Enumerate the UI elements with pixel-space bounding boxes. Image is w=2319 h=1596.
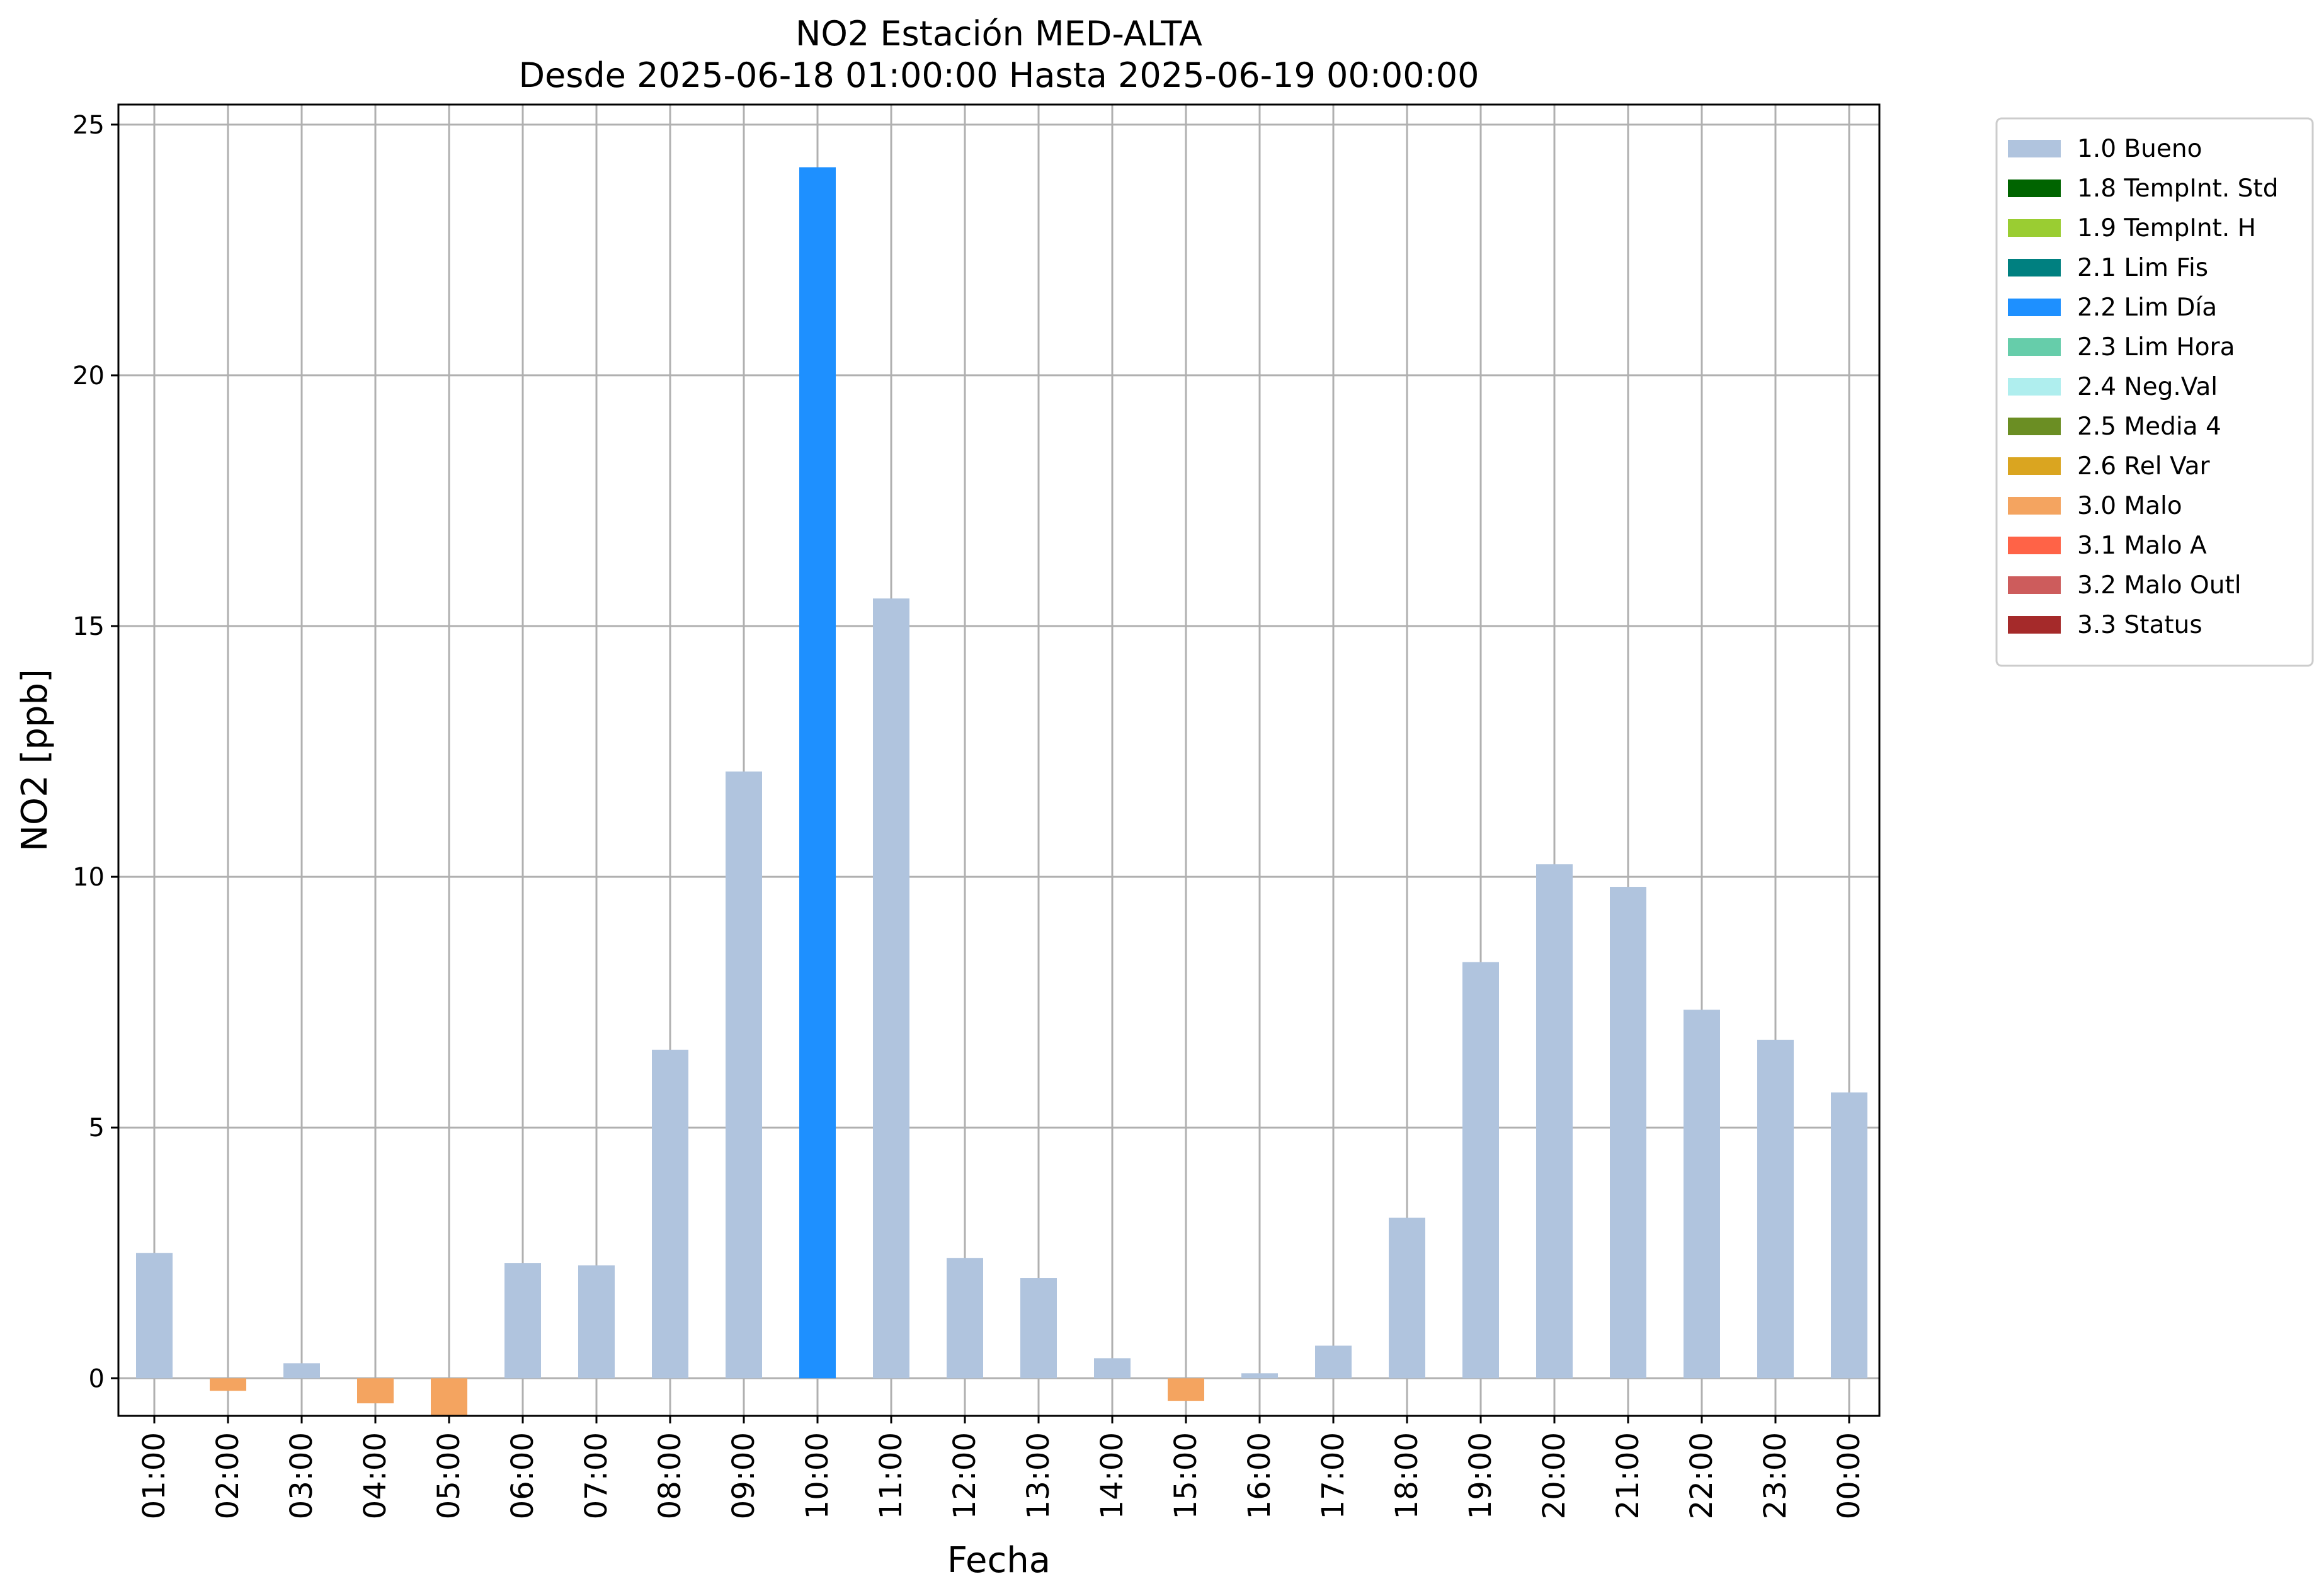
y-tick-label: 10 — [72, 863, 105, 892]
bar — [1094, 1358, 1131, 1379]
legend-item-label: 2.6 Rel Var — [2077, 452, 2211, 481]
legend-swatch — [2008, 378, 2061, 396]
legend-item-label: 3.3 Status — [2077, 611, 2202, 639]
x-tick-label: 12:00 — [947, 1432, 983, 1519]
legend-swatch — [2008, 338, 2061, 356]
legend-swatch — [2008, 576, 2061, 594]
x-tick-label: 05:00 — [431, 1432, 467, 1519]
bar — [210, 1378, 246, 1391]
legend-item-label: 2.4 Neg.Val — [2077, 373, 2218, 401]
x-axis-label: Fecha — [947, 1540, 1051, 1581]
x-tick-label: 06:00 — [505, 1432, 540, 1519]
bar — [504, 1263, 541, 1379]
bar — [1020, 1278, 1057, 1379]
bar — [947, 1258, 983, 1379]
legend: 1.0 Bueno 1.8 TempInt. Std 1.9 TempInt. H 2… — [1995, 117, 2314, 667]
legend-swatch — [2008, 259, 2061, 276]
x-tick-label: 00:00 — [1832, 1432, 1867, 1519]
bar — [1462, 962, 1499, 1379]
bar — [799, 167, 836, 1379]
legend-swatch — [2008, 140, 2061, 157]
bar — [578, 1265, 615, 1379]
x-tick-label: 04:00 — [358, 1432, 393, 1519]
x-tick-label: 02:00 — [210, 1432, 246, 1519]
x-tick-label: 08:00 — [652, 1432, 688, 1519]
bar — [1168, 1378, 1204, 1401]
x-tick-label: 23:00 — [1758, 1432, 1793, 1519]
legend-swatch — [2008, 180, 2061, 197]
legend-swatch — [2008, 299, 2061, 316]
x-tick-label: 22:00 — [1684, 1432, 1719, 1519]
legend-swatch — [2008, 418, 2061, 435]
bar — [873, 598, 909, 1379]
legend-swatch — [2008, 497, 2061, 515]
legend-item-label: 2.3 Lim Hora — [2077, 333, 2235, 362]
legend-item-label: 1.9 TempInt. H — [2077, 214, 2256, 242]
legend-item-label: 1.8 TempInt. Std — [2077, 174, 2278, 203]
x-tick-label: 07:00 — [579, 1432, 614, 1519]
legend-item-label: 2.5 Media 4 — [2077, 413, 2221, 441]
bar — [1315, 1345, 1352, 1379]
y-axis: 0 5 10 15 20 25 — [72, 111, 118, 1393]
bar — [1241, 1373, 1278, 1379]
x-tick-label: 09:00 — [726, 1432, 761, 1519]
bar — [1757, 1039, 1794, 1379]
x-tick-label: 01:00 — [137, 1432, 172, 1519]
legend-swatch — [2008, 457, 2061, 475]
y-tick-label: 0 — [89, 1364, 105, 1393]
bar — [652, 1049, 688, 1379]
bar — [1831, 1092, 1867, 1379]
x-axis: 01:00 02:00 03:00 04:00 05:00 06:00 07:00 08:00… — [137, 1416, 1867, 1519]
legend-item-label: 2.1 Lim Fis — [2077, 254, 2208, 282]
legend-item-label: 1.0 Bueno — [2077, 135, 2202, 163]
chart-title: NO2 Estación MED-ALTA — [795, 14, 1202, 54]
bar — [1610, 887, 1646, 1379]
x-tick-label: 19:00 — [1463, 1432, 1498, 1519]
legend-swatch — [2008, 616, 2061, 634]
legend-swatch — [2008, 219, 2061, 237]
bar — [431, 1378, 467, 1416]
y-tick-label: 20 — [72, 362, 105, 390]
bar — [1536, 864, 1573, 1379]
x-tick-label: 17:00 — [1316, 1432, 1351, 1519]
x-tick-label: 14:00 — [1095, 1432, 1130, 1519]
bar — [136, 1253, 173, 1379]
y-axis-label: NO2 [ppb] — [14, 669, 55, 852]
legend-frame — [1995, 117, 2314, 667]
x-tick-label: 13:00 — [1021, 1432, 1056, 1519]
bar — [1684, 1010, 1720, 1379]
x-tick-label: 21:00 — [1610, 1432, 1646, 1519]
legend-swatch — [2008, 537, 2061, 554]
y-tick-label: 25 — [72, 111, 105, 140]
chart-subtitle: Desde 2025-06-18 01:00:00 Hasta 2025-06-… — [518, 55, 1479, 95]
x-tick-label: 03:00 — [284, 1432, 319, 1519]
legend-item-label: 2.2 Lim Día — [2077, 294, 2217, 322]
y-tick-label: 5 — [89, 1114, 105, 1143]
legend-item-label: 3.1 Malo A — [2077, 532, 2207, 560]
bar — [283, 1363, 320, 1379]
x-tick-label: 11:00 — [874, 1432, 909, 1519]
legend-item-label: 3.0 Malo — [2077, 492, 2182, 520]
plot-area-frame — [117, 103, 1881, 1417]
x-tick-label: 20:00 — [1537, 1432, 1572, 1519]
bars — [136, 167, 1867, 1416]
bar — [726, 771, 762, 1379]
x-tick-label: 18:00 — [1389, 1432, 1425, 1519]
bar — [1389, 1217, 1425, 1379]
x-tick-label: 16:00 — [1242, 1432, 1277, 1519]
bar — [357, 1378, 394, 1404]
legend-item-label: 3.2 Malo Outl — [2077, 571, 2242, 600]
x-tick-label: 15:00 — [1168, 1432, 1204, 1519]
x-tick-label: 10:00 — [800, 1432, 835, 1519]
y-tick-label: 15 — [72, 612, 105, 641]
